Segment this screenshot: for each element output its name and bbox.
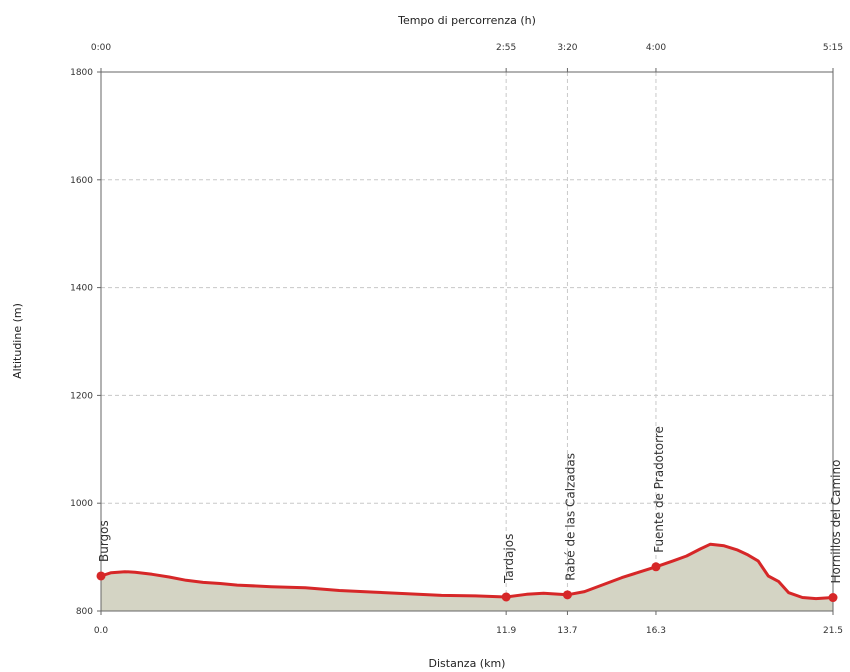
waypoint-marker xyxy=(562,590,572,600)
waypoint-label: Tardajos xyxy=(502,534,516,584)
time-tick-label: 0:00 xyxy=(91,43,111,53)
time-tick-label: 5:15 xyxy=(823,43,843,53)
top-axis-title: Tempo di percorrenza (h) xyxy=(397,14,536,27)
x-tick-label: 13.7 xyxy=(557,626,577,636)
x-tick-label: 11.9 xyxy=(496,626,516,636)
y-tick-label: 1400 xyxy=(70,284,93,294)
y-tick-label: 1800 xyxy=(70,68,93,78)
x-tick-label: 21.5 xyxy=(823,626,843,636)
y-tick-label: 1000 xyxy=(70,499,93,509)
time-tick-label: 3:20 xyxy=(557,43,577,53)
elevation-line xyxy=(99,542,835,601)
waypoint-marker xyxy=(828,593,838,603)
waypoint-marker xyxy=(501,592,511,602)
y-tick-label: 1600 xyxy=(70,176,93,186)
time-tick-label: 2:55 xyxy=(496,43,516,53)
waypoint-label: Fuente de Pradotorre xyxy=(652,426,666,553)
x-axis-title: Distanza (km) xyxy=(429,657,506,670)
elevation-area xyxy=(101,544,833,611)
waypoint-marker xyxy=(651,562,661,572)
waypoint-label: Hornillos del Camino xyxy=(829,460,843,584)
y-tick-label: 1200 xyxy=(70,391,93,401)
x-tick-label: 0.0 xyxy=(94,626,109,636)
x-tick-label: 16.3 xyxy=(646,626,666,636)
waypoint-marker xyxy=(96,571,106,581)
y-axis-title: Altitudine (m) xyxy=(11,303,24,379)
time-tick-label: 4:00 xyxy=(646,43,666,53)
waypoint-label: Burgos xyxy=(97,520,111,562)
y-tick-label: 800 xyxy=(76,607,93,617)
waypoint-label: Rabé de las Calzadas xyxy=(563,453,577,581)
